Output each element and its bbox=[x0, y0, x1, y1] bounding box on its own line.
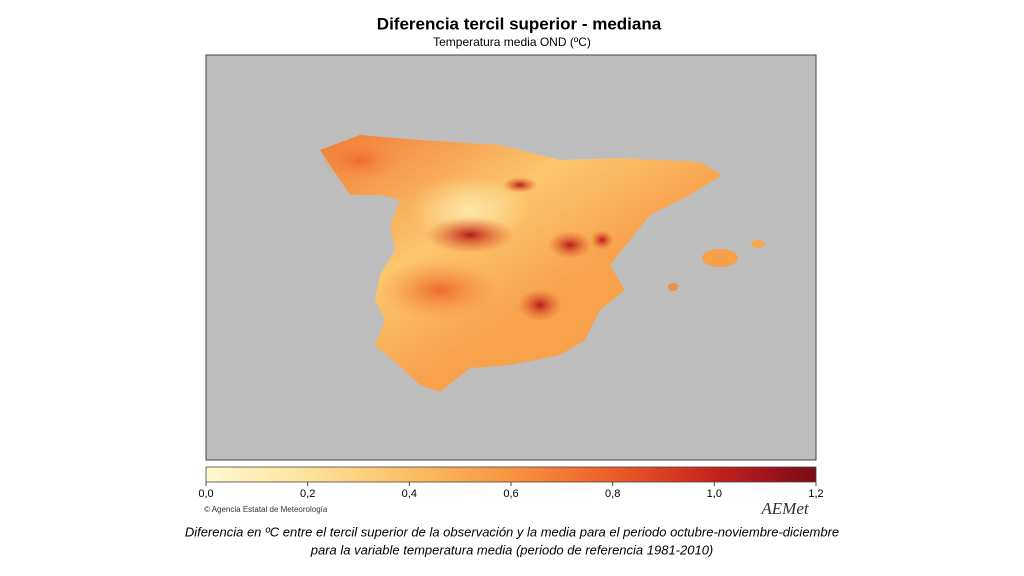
map bbox=[205, 54, 817, 461]
tick-label: 0,0 bbox=[198, 488, 213, 500]
tick-label: 0,6 bbox=[503, 488, 518, 500]
colorbar-ticks: 0,0 0,2 0,4 0,6 0,8 1,0 1,2 bbox=[198, 482, 824, 500]
title: Diferencia tercil superior - mediana bbox=[377, 14, 662, 33]
tick-label: 1,0 bbox=[707, 488, 722, 500]
credit: © Agencia Estatal de Meteorología bbox=[204, 505, 328, 514]
tick-label: 1,2 bbox=[808, 488, 823, 500]
logo: AEMet bbox=[760, 499, 809, 518]
tick-label: 0,4 bbox=[402, 488, 417, 500]
tick-label: 0,2 bbox=[300, 488, 315, 500]
caption-line: Diferencia en ºC entre el tercil superio… bbox=[185, 524, 839, 539]
credit-text: Agencia Estatal de Meteorología bbox=[212, 505, 328, 514]
colorbar bbox=[205, 466, 817, 483]
tick-label: 0,8 bbox=[605, 488, 620, 500]
caption-line: para la variable temperatura media (peri… bbox=[310, 542, 714, 557]
subtitle: Temperatura media OND (ºC) bbox=[433, 35, 591, 49]
